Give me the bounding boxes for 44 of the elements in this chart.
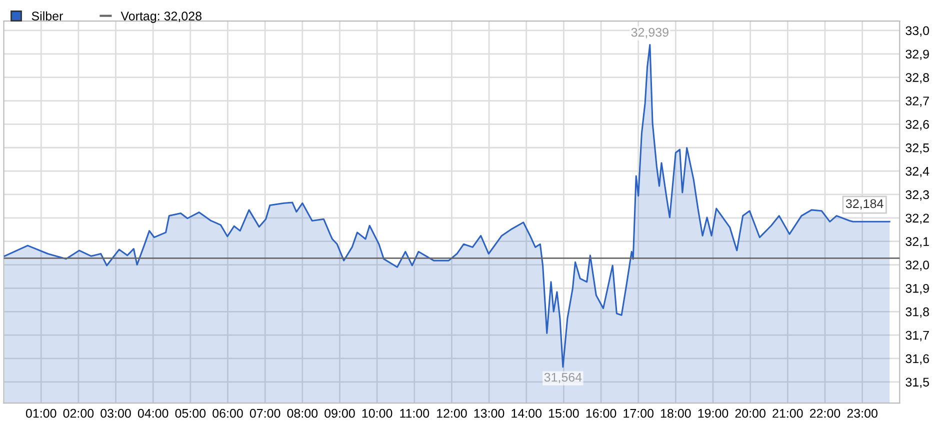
x-tick-label: 03:00	[100, 408, 131, 418]
x-tick-label: 22:00	[810, 408, 840, 418]
x-tick-label: 09:00	[324, 408, 355, 418]
x-tick-label: 23:00	[847, 408, 878, 418]
x-tick-label: 04:00	[138, 408, 168, 418]
x-tick-label: 18:00	[660, 408, 691, 418]
y-tick-label: 32,0	[906, 260, 930, 271]
x-tick-label: 20:00	[735, 408, 766, 418]
x-tick-label: 14:00	[512, 408, 542, 418]
y-tick-label: 32,1	[906, 237, 929, 248]
y-tick-label: 33,0	[906, 26, 930, 37]
y-tick-label: 32,4	[906, 166, 930, 178]
annotation: 31,564	[544, 372, 582, 384]
y-tick-label: 31,7	[906, 330, 929, 342]
y-tick-label: 31,6	[906, 354, 929, 365]
x-tick-label: 01:00	[26, 408, 56, 418]
x-tick-label: 05:00	[175, 408, 206, 418]
x-tick-label: 08:00	[287, 408, 318, 418]
x-tick-label: 13:00	[474, 408, 504, 418]
x-tick-label: 02:00	[63, 408, 94, 418]
y-tick-label: 32,2	[906, 214, 929, 224]
legend-label: Vortag: 32,028	[120, 12, 202, 23]
y-tick-label: 32,5	[906, 143, 929, 154]
annotation: 32,939	[631, 28, 668, 38]
x-tick-label: 11:00	[400, 408, 430, 418]
y-tick-label: 32,9	[906, 50, 929, 60]
x-tick-label: 15:00	[549, 408, 579, 418]
y-tick-label: 32,3	[906, 190, 929, 201]
y-tick-label: 32,8	[906, 73, 929, 84]
x-tick-label: 21:00	[772, 408, 803, 418]
x-tick-label: 12:00	[437, 408, 467, 418]
x-tick-label: 19:00	[698, 408, 728, 418]
annotation: 32,184	[846, 199, 884, 210]
y-tick-label: 31,8	[906, 307, 929, 318]
x-tick-label: 06:00	[212, 408, 243, 418]
y-tick-label: 31,9	[906, 284, 929, 294]
legend-label: Silber	[32, 11, 63, 20]
y-tick-label: 31,5	[906, 378, 929, 388]
x-tick-label: 10:00	[362, 408, 392, 418]
x-tick-label: 16:00	[586, 408, 616, 418]
x-tick-label: 17:00	[624, 408, 654, 418]
y-tick-label: 32,7	[906, 96, 929, 107]
y-tick-label: 32,6	[906, 120, 929, 130]
x-tick-label: 07:00	[250, 408, 280, 418]
